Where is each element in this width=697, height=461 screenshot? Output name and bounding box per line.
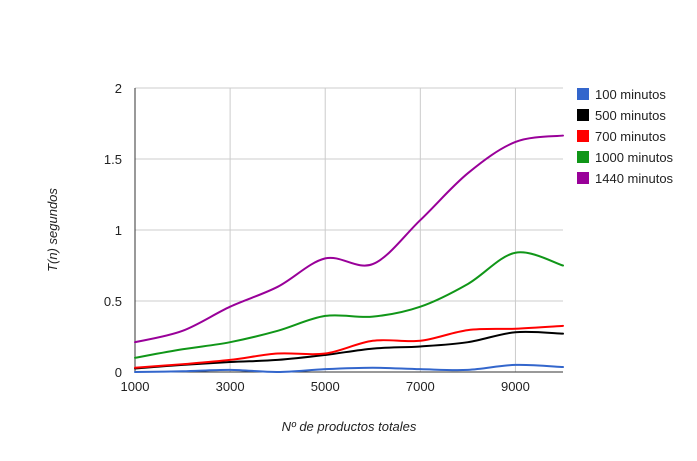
y-tick-label: 0.5: [104, 294, 122, 309]
series-line-700-minutos: [134, 324, 564, 369]
x-tick-label: 9000: [501, 379, 530, 394]
legend-swatch-500-minutos: [577, 109, 589, 121]
x-tick-label: 1000: [121, 379, 150, 394]
series-line-1440-minutos: [134, 134, 564, 344]
y-tick-label: 2: [115, 81, 122, 96]
series-lines: [134, 134, 564, 374]
legend-swatch-700-minutos: [577, 130, 589, 142]
x-tick-label: 7000: [406, 379, 435, 394]
x-axis-title: Nº de productos totales: [282, 419, 417, 434]
x-tick-label: 3000: [216, 379, 245, 394]
y-tick-label: 0: [115, 365, 122, 380]
series-line-500-minutos: [134, 330, 564, 370]
legend: 100 minutos 500 minutos 700 minutos 1000 mi…: [577, 87, 674, 186]
gridlines: [135, 87, 563, 372]
legend-swatch-100-minutos: [577, 88, 589, 100]
x-tick-label: 5000: [311, 379, 340, 394]
axes: [134, 88, 563, 373]
y-axis-title: T(n) segundos: [45, 188, 60, 272]
legend-label-1000-minutos: 1000 minutos: [595, 150, 674, 165]
legend-label-1440-minutos: 1440 minutos: [595, 171, 674, 186]
y-tick-label: 1: [115, 223, 122, 238]
legend-label-500-minutos: 500 minutos: [595, 108, 666, 123]
series-line-1000-minutos: [134, 251, 564, 359]
legend-label-700-minutos: 700 minutos: [595, 129, 666, 144]
legend-swatch-1000-minutos: [577, 151, 589, 163]
series-line-100-minutos: [134, 363, 564, 374]
y-tick-label: 1.5: [104, 152, 122, 167]
legend-swatch-1440-minutos: [577, 172, 589, 184]
legend-label-100-minutos: 100 minutos: [595, 87, 666, 102]
tick-labels: 1000 3000 5000 7000 9000 0 0.5 1 1.5 2: [104, 81, 530, 394]
